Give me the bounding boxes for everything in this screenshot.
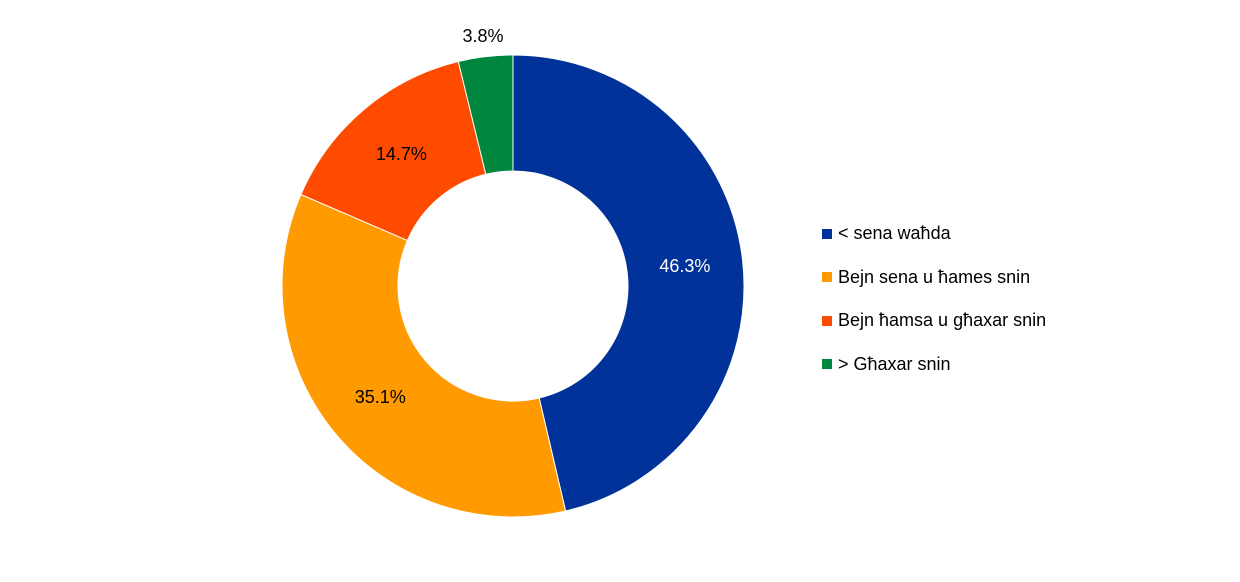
legend-label: Bejn sena u ħames snin — [838, 266, 1031, 287]
data-label: 46.3% — [659, 256, 710, 276]
data-label: 3.8% — [462, 26, 503, 46]
donut-slice — [281, 193, 567, 518]
legend-label: Bejn ħamsa u għaxar snin — [838, 310, 1047, 331]
data-label: 35.1% — [355, 387, 406, 407]
legend-swatch — [822, 228, 832, 239]
data-label: 14.7% — [376, 144, 427, 164]
donut-slice — [457, 54, 514, 175]
legend: < sena waħda Bejn sena u ħames snin Bejn… — [822, 212, 1046, 386]
legend-swatch — [822, 315, 832, 326]
legend-item: Bejn ħamsa u għaxar snin — [822, 299, 1046, 343]
legend-item: < sena waħda — [822, 212, 1046, 256]
legend-item: > Għaxar snin — [822, 343, 1046, 387]
legend-swatch — [822, 359, 832, 370]
legend-item: Bejn sena u ħames snin — [822, 256, 1046, 300]
donut-slice — [512, 54, 745, 512]
legend-label: < sena waħda — [838, 223, 951, 244]
donut-slice — [300, 60, 487, 242]
legend-label: > Għaxar snin — [838, 353, 951, 374]
legend-swatch — [822, 272, 832, 283]
